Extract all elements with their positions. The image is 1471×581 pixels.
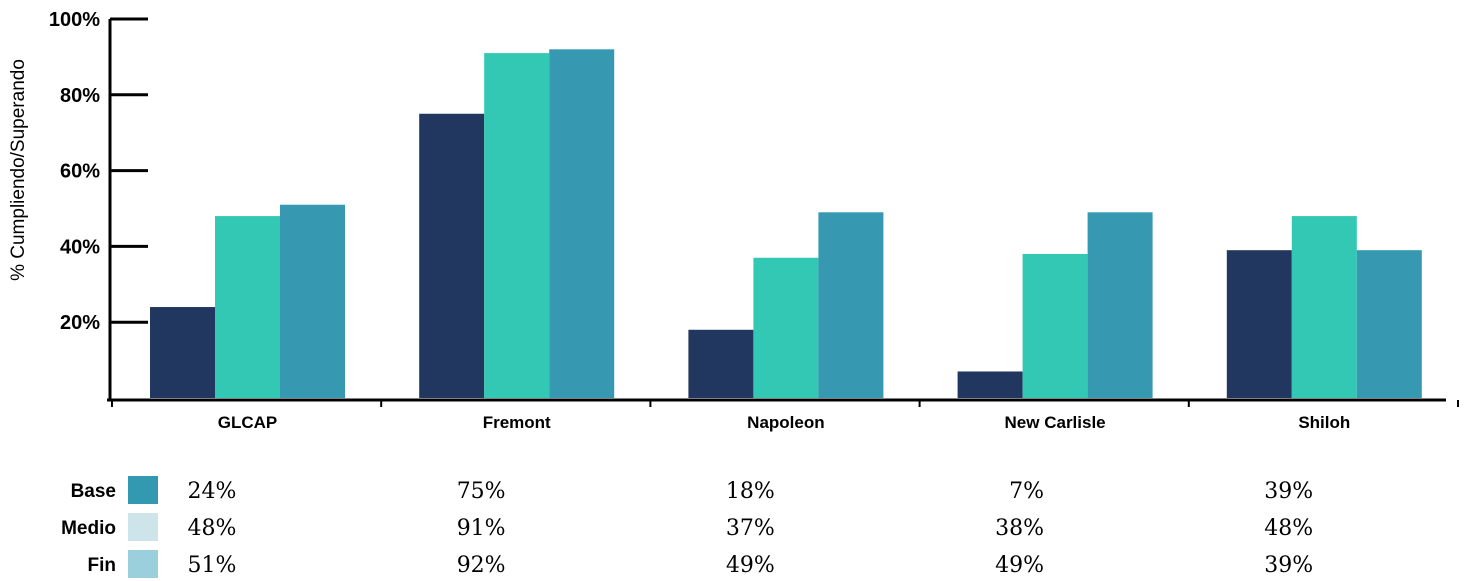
bar-base-new-carlisle: [957, 371, 1023, 398]
y-tick-label: 100%: [49, 9, 100, 31]
legend-label-base: Base: [71, 481, 116, 502]
table-value: 38%: [995, 516, 1044, 541]
table-value: 48%: [1264, 516, 1313, 541]
table-value: 39%: [1264, 553, 1313, 578]
y-axis-label: % Cumpliendo/Superando: [8, 59, 29, 281]
bar-fin-new-carlisle: [1087, 212, 1153, 398]
bar-fin-glcap: [280, 204, 345, 398]
bar-fin-napoleon: [818, 212, 884, 398]
y-tick-label: 40%: [60, 236, 100, 258]
table-value: 49%: [995, 553, 1044, 578]
table-value: 18%: [726, 479, 775, 504]
table-value: 39%: [1264, 479, 1313, 504]
bar-medio-new-carlisle: [1022, 253, 1088, 398]
legend-label-medio: Medio: [61, 518, 116, 539]
table-value: 92%: [457, 553, 506, 578]
category-label: Fremont: [483, 413, 551, 432]
table-value: 48%: [188, 516, 237, 541]
table-value: 24%: [188, 479, 237, 504]
bar-medio-glcap: [215, 216, 280, 398]
legend-swatch-medio: [128, 513, 158, 541]
bar-medio-shiloh: [1291, 216, 1357, 398]
y-tick-label: 60%: [60, 161, 100, 183]
y-tick-label: 20%: [60, 312, 100, 334]
legend-label-fin: Fin: [88, 555, 117, 576]
table-value: 49%: [726, 553, 775, 578]
legend-swatch-fin: [128, 550, 158, 578]
bar-medio-napoleon: [753, 257, 819, 398]
table-value: 7%: [1009, 479, 1044, 504]
bar-base-fremont: [419, 113, 485, 398]
category-label: GLCAP: [218, 413, 278, 432]
axes-group: 20% 40% 60% 80% 100% GLCAP Fremont Napoleon New …: [49, 9, 1459, 432]
table-value: 91%: [457, 516, 506, 541]
bar-medio-fremont: [484, 53, 550, 399]
bar-base-napoleon: [688, 329, 754, 398]
bars-group: [150, 49, 1422, 399]
bar-fin-shiloh: [1356, 250, 1422, 398]
legend-table: Base 24% 75% 18% 7% 39% Medio 48% 91% 37% 38% 48% Fi…: [61, 476, 1313, 578]
y-tick-label: 80%: [60, 85, 100, 107]
bar-base-shiloh: [1226, 250, 1292, 398]
table-value: 51%: [188, 553, 237, 578]
bar-base-glcap: [150, 307, 215, 398]
table-value: 37%: [726, 516, 775, 541]
table-value: 75%: [457, 479, 506, 504]
category-label: New Carlisle: [1005, 413, 1106, 432]
category-label: Napoleon: [747, 413, 824, 432]
legend-swatch-base: [128, 476, 158, 504]
bar-fin-fremont: [549, 49, 615, 398]
category-label: Shiloh: [1298, 413, 1350, 432]
